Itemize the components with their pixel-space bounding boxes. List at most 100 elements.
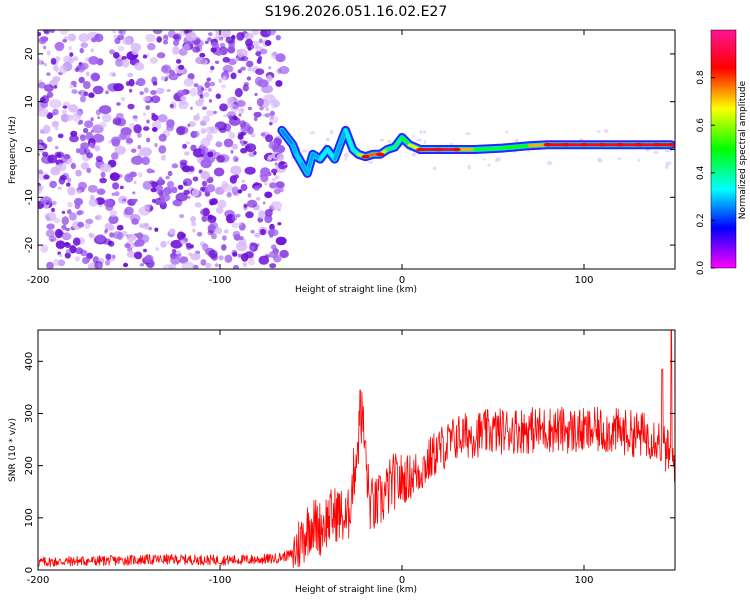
noise-blob (118, 45, 125, 52)
noise-blob (238, 221, 242, 226)
noise-blob (87, 185, 98, 193)
noise-blob (46, 136, 53, 143)
noise-blob (180, 95, 187, 101)
noise-blob (169, 103, 174, 109)
noise-blob (210, 253, 218, 261)
noise-blob (247, 259, 255, 266)
noise-blob (139, 147, 152, 157)
noise-blob (231, 143, 238, 150)
noise-blob (83, 91, 89, 97)
noise-blob (236, 241, 248, 252)
noise-blob (194, 202, 202, 208)
noise-blob (67, 201, 73, 208)
noise-blob (96, 188, 106, 195)
noise-blob (204, 81, 211, 89)
noise-blob (264, 113, 271, 118)
track-peak (598, 142, 607, 147)
speckle (309, 131, 316, 135)
noise-blob (160, 240, 167, 248)
noise-blob (157, 114, 168, 123)
noise-blob (143, 112, 146, 116)
noise-blob (238, 113, 242, 117)
colorbar-ticks: 0.0 0.2 0.4 0.6 0.8 (696, 70, 715, 275)
noise-blob (61, 109, 68, 114)
noise-blob (247, 193, 252, 198)
noise-blob (78, 119, 84, 125)
noise-blob (246, 199, 258, 208)
noise-blob (90, 143, 96, 149)
snr-y-label: SNR (10 * v/v) (8, 418, 18, 482)
noise-blob (83, 148, 91, 155)
noise-blob (269, 110, 275, 117)
noise-blob (215, 30, 223, 35)
noise-blob (54, 217, 60, 224)
noise-blob (245, 38, 253, 47)
noise-blob (175, 192, 188, 202)
speckle (279, 156, 282, 161)
noise-blob (154, 227, 159, 232)
noise-blob (151, 114, 159, 121)
noise-blob (57, 133, 64, 139)
noise-blob (234, 57, 239, 62)
noise-blob (90, 72, 101, 82)
noise-blob (40, 244, 49, 253)
speckle (379, 138, 384, 142)
noise-blob (252, 30, 259, 36)
noise-blob (172, 200, 179, 206)
noise-blob (256, 97, 264, 107)
noise-blob (82, 127, 89, 134)
noise-blob (139, 263, 145, 267)
noise-blob (274, 175, 280, 180)
speckle (329, 129, 334, 135)
track-segment (400, 136, 411, 147)
noise-blob (273, 172, 277, 176)
noise-blob (51, 200, 57, 206)
noise-blob (171, 186, 178, 194)
noise-blob (161, 65, 168, 73)
track-peak (416, 147, 425, 152)
noise-blob (111, 192, 116, 196)
noise-blob (40, 196, 52, 206)
noise-blob (38, 108, 49, 117)
noise-blob (214, 60, 220, 64)
speckle (637, 158, 640, 163)
noise-blob (109, 71, 116, 77)
noise-blob (123, 262, 129, 268)
track-peak (634, 142, 643, 147)
colorbar-gradient (710, 29, 737, 269)
noise-blob (200, 259, 207, 266)
noise-blob (59, 65, 67, 74)
noise-blob (57, 259, 66, 267)
plot-frame (37, 329, 676, 571)
noise-blob (109, 210, 118, 218)
noise-blob (110, 136, 121, 145)
x-tick-label: 0 (399, 275, 405, 286)
noise-blob (176, 253, 181, 257)
noise-blob (182, 143, 188, 149)
noise-blob (136, 78, 146, 87)
noise-blob (158, 145, 167, 154)
noise-blob (112, 182, 120, 190)
noise-blob (108, 139, 112, 144)
noise-blob (166, 240, 171, 244)
noise-blob (216, 155, 226, 163)
noise-blob (128, 250, 133, 255)
noise-blob (146, 168, 153, 174)
noise-blob (160, 76, 166, 81)
noise-blob (274, 162, 278, 166)
noise-blob (229, 116, 241, 127)
noise-blob (127, 72, 134, 78)
noise-blob (73, 84, 77, 88)
y-tick-label: 400 (24, 352, 35, 371)
speckle (411, 135, 415, 138)
noise-blob (38, 185, 44, 191)
noise-blob (256, 58, 262, 64)
noise-blob (125, 81, 131, 87)
noise-blob (104, 228, 109, 233)
noise-blob (116, 232, 124, 241)
speckle (325, 137, 330, 142)
colorbar-tick-label: 0.6 (696, 118, 706, 133)
noise-blob (264, 214, 273, 224)
noise-blob (211, 41, 220, 49)
